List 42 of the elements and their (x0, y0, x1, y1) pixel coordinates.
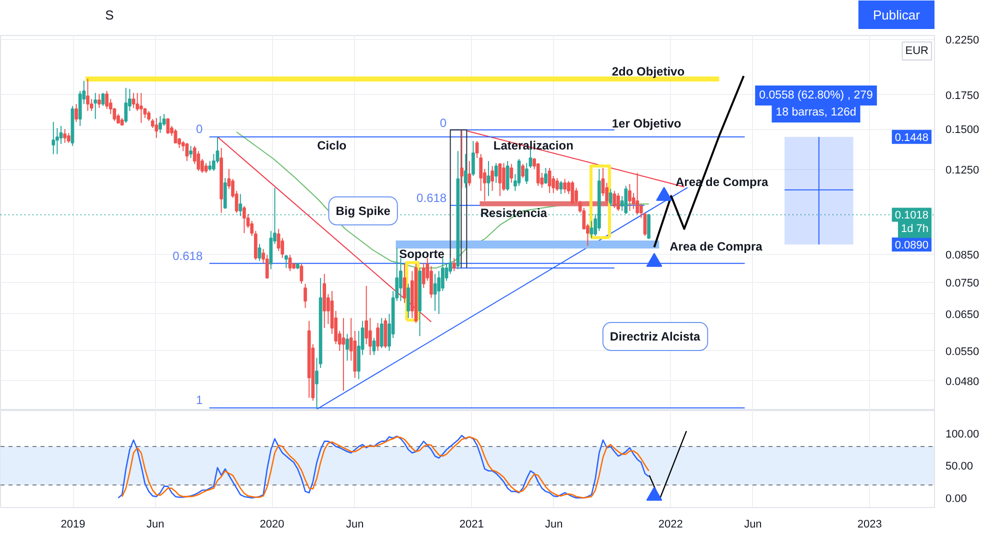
annotation: 1d 7h (900, 222, 929, 235)
x-tick-label: Jun (146, 518, 164, 530)
annotation: Soporte (399, 246, 445, 261)
x-tick-label: 2020 (260, 518, 284, 530)
annotation: 0.0890 (894, 239, 929, 252)
y-tick-label: 50.00 (946, 460, 974, 473)
y-tick-label: 0.0850 (946, 250, 980, 262)
x-tick-label: 2022 (658, 518, 683, 530)
annotation: 0 (196, 122, 203, 136)
text: Publicar (872, 8, 921, 22)
x-tick-label: 2021 (459, 518, 484, 530)
annotation: Ciclo (317, 138, 346, 152)
annotation: 18 barras, 126d (776, 106, 856, 118)
annotation: 0.0558 (62.80%) , 279 (759, 90, 873, 102)
y-tick-label: 0.0650 (946, 308, 980, 321)
chart-subtitle: S (105, 8, 114, 22)
x-tick-label: 2019 (60, 518, 86, 530)
x-tick-label: Jun (744, 518, 762, 530)
y-tick-label: 0.1750 (946, 90, 980, 102)
y-tick-label: 100.00 (946, 428, 980, 441)
annotation: Area de Compra (670, 240, 763, 254)
annotation: 0.618 (416, 191, 447, 205)
y-tick-label: 0.0750 (946, 277, 980, 290)
annotation: 1 (196, 393, 203, 407)
y-tick-label: 0.0480 (946, 376, 980, 388)
annotation: Big Spike (336, 204, 391, 218)
annotation: 0.618 (172, 249, 203, 263)
annotation: 2do Objetivo (612, 64, 685, 78)
annotation: 1er Objetivo (612, 116, 682, 130)
annotation: EUR (905, 44, 929, 57)
y-tick-label: 0.1250 (946, 164, 980, 176)
y-tick-label: 0.2250 (946, 34, 980, 46)
ref-line-label: 0.1018 (894, 210, 929, 222)
annotation: 0 (440, 116, 447, 130)
y-tick-label: 0.1500 (946, 124, 980, 136)
y-tick-label: 0.0550 (946, 346, 980, 358)
annotation: 0.1448 (894, 132, 929, 144)
annotation: Directriz Alcista (610, 330, 701, 344)
x-tick-label: Jun (545, 518, 563, 530)
y-tick-label: 0.00 (946, 492, 967, 505)
x-tick-label: 2023 (857, 518, 882, 530)
x-tick-label: Jun (346, 518, 364, 530)
